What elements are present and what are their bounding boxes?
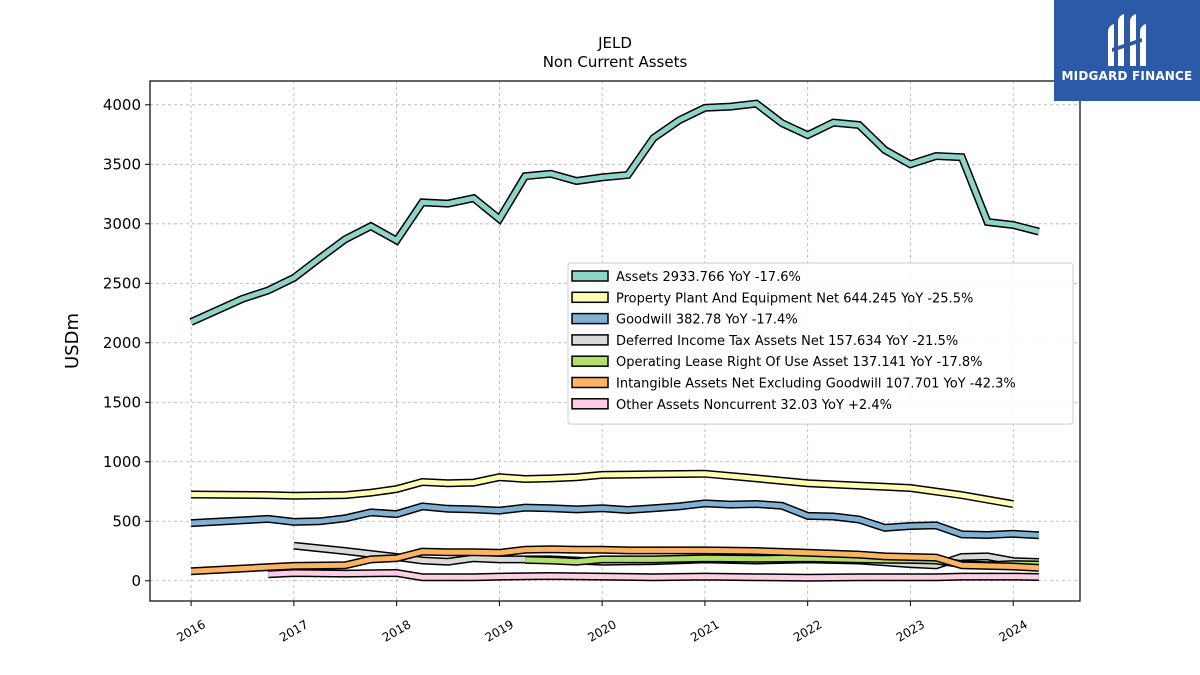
y-tick-label: 3000 [103,215,141,233]
y-tick-label: 500 [112,512,141,530]
x-tick-label: 2017 [277,617,310,644]
y-tick-label: 3500 [103,155,141,173]
y-tick-label: 4000 [103,96,141,114]
legend-item-label: Intangible Assets Net Excluding Goodwill… [616,377,1016,392]
x-tick-label: 2024 [996,617,1029,644]
legend-item-label: Other Assets Noncurrent 32.03 YoY +2.4% [616,398,892,413]
x-tick-label: 2018 [380,617,413,644]
legend-item-label: Deferred Income Tax Assets Net 157.634 Y… [616,334,958,349]
midgard-logo-icon [1108,14,1146,66]
legend-swatch [571,398,609,410]
brand-name: MIDGARD FINANCE [1061,69,1193,83]
x-tick-label: 2021 [688,617,721,644]
series-line [190,546,1040,574]
y-axis-label: USDm [62,313,83,369]
legend-item-label: Operating Lease Right Of Use Asset 137.1… [616,355,983,370]
legend-swatch [571,312,609,325]
legend-item-label: Goodwill 382.78 YoY -17.4% [616,313,798,328]
y-tick-label: 1500 [103,393,141,411]
y-tick-label: 2500 [103,274,141,292]
y-tick-label: 1000 [103,453,141,471]
series-line [191,471,1014,507]
legend-swatch [571,355,609,367]
legend-item-label: Assets 2933.766 YoY -17.6% [616,270,801,285]
series-line [190,500,1040,538]
series-lines [189,99,1040,582]
series-intangible-assets-net-excluding-goodwill [190,545,1040,576]
legend-box [567,262,1074,425]
plot-frame [149,80,1081,602]
legend-swatch [571,376,609,389]
y-tick-label: 2000 [103,334,141,352]
legend-swatch [571,291,609,304]
series-line [268,570,1039,581]
x-tick-label: 2019 [483,617,516,644]
x-tick-label: 2023 [894,617,927,644]
chart-subtitle: Non Current Assets [543,53,688,71]
chart-title: JELD [597,34,632,52]
series-property-plant-and-equipment-net [191,469,1014,509]
legend-swatch [571,334,609,346]
legend-swatch [571,270,609,282]
y-axis-ticks: 0 500 1000 1500 2000 2500 3000 3500 4000 [103,96,150,590]
y-tick-label: 0 [131,572,141,590]
legend-item-label: Property Plant And Equipment Net 644.245… [616,291,973,306]
x-tick-label: 2020 [585,617,618,644]
legend: Assets 2933.766 YoY -17.6% Property Plant… [567,262,1074,425]
brand-logo: MIDGARD FINANCE [1054,0,1200,101]
series-other-assets-noncurrent [268,568,1039,582]
series-assets [189,99,1040,326]
series-line [190,100,1040,325]
series-goodwill [190,499,1040,540]
x-axis-ticks: 2016 2017 2018 2019 2020 2021 2022 2023 2024 [174,601,1030,645]
x-tick-label: 2016 [174,617,207,644]
x-tick-label: 2022 [791,617,824,644]
